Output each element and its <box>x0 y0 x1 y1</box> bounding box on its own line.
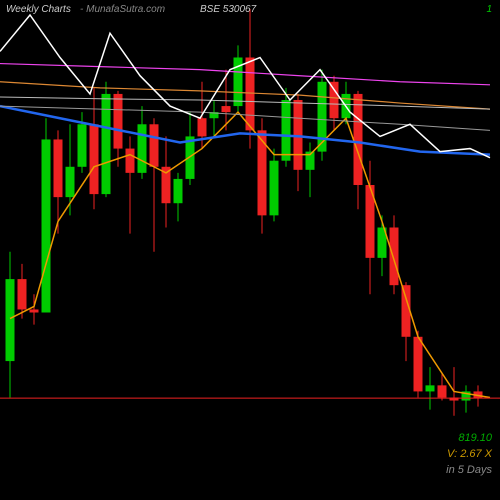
chart-source: - MunafaSutra.com <box>80 4 165 15</box>
volume-value: V: 2.67 X <box>447 448 492 460</box>
chart-symbol: BSE 530067 <box>200 4 256 15</box>
price-value: 819.10 <box>458 432 492 444</box>
chart-canvas <box>0 0 500 500</box>
days-value: in 5 Days <box>446 464 492 476</box>
chart-title: Weekly Charts <box>6 4 71 15</box>
chart-top-right: 1 <box>486 4 492 15</box>
stock-chart: Weekly Charts - MunafaSutra.com BSE 5300… <box>0 0 500 500</box>
